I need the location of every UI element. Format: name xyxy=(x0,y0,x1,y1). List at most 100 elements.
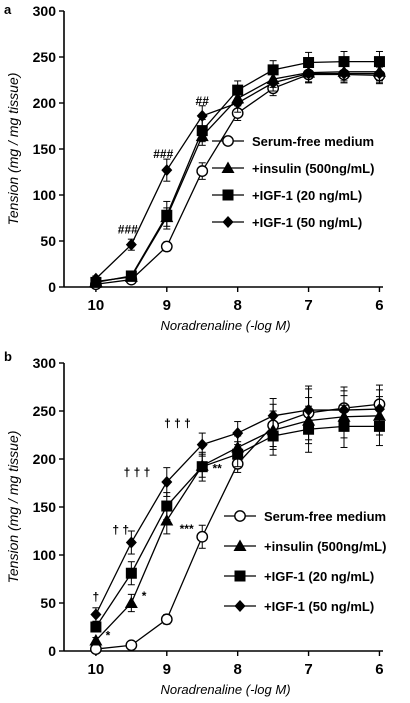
panel-label: a xyxy=(4,2,12,17)
legend: Serum-free medium +insulin (500ng/mL) +IGF… xyxy=(212,134,374,230)
y-tick-label: 250 xyxy=(33,49,57,65)
data-point xyxy=(232,84,244,96)
data-point xyxy=(161,164,173,177)
legend-marker xyxy=(234,600,246,612)
y-axis-label: Tension (mg / mg tissue) xyxy=(5,73,21,226)
x-tick-label: 8 xyxy=(234,297,242,314)
y-tick-label: 0 xyxy=(48,643,56,659)
data-point xyxy=(125,238,137,251)
significance-annotation: † xyxy=(93,590,100,604)
legend-label: +IGF-1 (20 ng/mL) xyxy=(264,569,374,584)
legend-label: Serum-free medium xyxy=(264,509,386,524)
significance-annotation: † † xyxy=(112,523,129,537)
x-tick-label: 10 xyxy=(88,661,105,678)
legend-label: +IGF-1 (20 ng/mL) xyxy=(252,188,362,203)
data-point xyxy=(90,272,102,285)
panel-a: a 0 50 100 150 200 250 300 10 9 8 7 6 Noradrenaline (… xyxy=(4,2,386,333)
y-tick-label: 100 xyxy=(33,187,57,203)
data-point xyxy=(89,633,103,646)
y-tick-label: 0 xyxy=(48,279,56,295)
data-point xyxy=(125,567,137,579)
y-tick-label: 200 xyxy=(33,451,57,467)
data-point xyxy=(373,67,385,80)
significance-annotation: ### xyxy=(153,147,173,161)
data-point xyxy=(161,209,173,221)
legend-marker xyxy=(233,539,247,551)
data-point xyxy=(160,240,173,253)
data-point xyxy=(125,639,138,652)
series-2 xyxy=(90,50,385,288)
data-point xyxy=(125,270,137,282)
significance-annotation: † † † xyxy=(124,465,151,479)
data-point xyxy=(124,596,138,608)
data-point xyxy=(161,476,173,489)
x-tick-label: 9 xyxy=(163,297,171,314)
data-point xyxy=(232,448,244,460)
x-tick-label: 7 xyxy=(304,661,312,678)
y-tick-label: 100 xyxy=(33,547,57,563)
significance-annotation: *** xyxy=(180,522,194,536)
data-point xyxy=(232,97,244,109)
data-point xyxy=(373,56,385,68)
data-point xyxy=(196,165,209,177)
data-point xyxy=(90,608,102,621)
x-axis-label: Noradrenaline (-log M) xyxy=(160,318,290,333)
legend-marker xyxy=(234,510,246,522)
data-point xyxy=(303,404,315,417)
data-point xyxy=(125,536,137,549)
data-point xyxy=(338,56,350,68)
x-tick-label: 6 xyxy=(375,661,383,678)
data-point xyxy=(267,76,279,89)
series-3 xyxy=(90,63,385,285)
panel-b: b 0 50 100 150 200 250 300 10 9 8 7 6 Noradrenaline (… xyxy=(4,349,386,697)
x-tick-label: 6 xyxy=(375,297,383,314)
significance-annotation: ## xyxy=(196,94,210,108)
legend-marker xyxy=(221,161,235,173)
legend-marker xyxy=(222,189,234,201)
significance-annotation: ### xyxy=(118,223,138,237)
x-axis-label: Noradrenaline (-log M) xyxy=(160,682,290,697)
data-point xyxy=(303,67,315,80)
y-tick-label: 150 xyxy=(33,141,57,157)
y-tick-label: 150 xyxy=(33,499,57,515)
data-point xyxy=(267,64,279,76)
data-point xyxy=(161,500,173,512)
data-point xyxy=(196,438,208,451)
significance-annotation: † † † xyxy=(164,416,191,430)
data-point xyxy=(160,613,173,626)
data-point xyxy=(196,109,208,122)
data-point xyxy=(90,621,102,633)
legend: Serum-free medium +insulin (500ng/mL) +IGF… xyxy=(224,509,386,614)
x-tick-label: 7 xyxy=(304,297,312,314)
legend-label: +insulin (500ng/mL) xyxy=(264,539,386,554)
x-tick-label: 9 xyxy=(163,661,171,678)
y-tick-label: 200 xyxy=(33,95,57,111)
legend-label: +IGF-1 (50 ng/mL) xyxy=(252,215,362,230)
x-tick-label: 10 xyxy=(88,297,105,314)
series-3 xyxy=(90,388,385,622)
data-point xyxy=(196,461,208,473)
data-point xyxy=(267,430,279,442)
x-tick-label: 8 xyxy=(234,661,242,678)
y-tick-label: 250 xyxy=(33,403,57,419)
significance-annotation: * xyxy=(106,628,111,642)
significance-annotation: ** xyxy=(212,461,222,475)
data-point xyxy=(196,125,208,137)
data-point xyxy=(338,404,350,417)
legend-marker xyxy=(234,570,246,582)
legend-marker xyxy=(222,216,234,228)
legend-label: +insulin (500ng/mL) xyxy=(252,161,374,176)
y-tick-label: 50 xyxy=(40,595,56,611)
data-point xyxy=(303,57,315,69)
data-point xyxy=(232,427,244,440)
legend-marker xyxy=(222,135,234,147)
data-point xyxy=(267,409,279,422)
y-tick-label: 50 xyxy=(40,233,56,249)
y-tick-label: 300 xyxy=(33,355,57,371)
data-point xyxy=(373,403,385,416)
data-point xyxy=(196,530,209,543)
panel-label: b xyxy=(4,349,12,364)
legend-label: Serum-free medium xyxy=(252,134,374,149)
legend-label: +IGF-1 (50 ng/mL) xyxy=(264,599,374,614)
